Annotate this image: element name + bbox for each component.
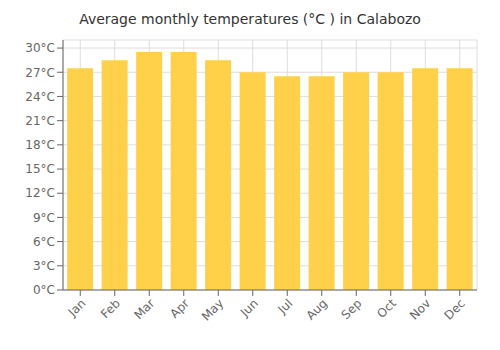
svg-text:24°C: 24°C bbox=[25, 90, 55, 104]
svg-text:Sep: Sep bbox=[338, 296, 364, 322]
svg-text:Jan: Jan bbox=[65, 296, 89, 320]
svg-text:27°C: 27°C bbox=[25, 66, 55, 80]
svg-text:Jun: Jun bbox=[237, 296, 261, 320]
svg-text:Oct: Oct bbox=[374, 296, 399, 321]
svg-text:Dec: Dec bbox=[442, 296, 468, 322]
svg-text:30°C: 30°C bbox=[25, 41, 55, 55]
svg-text:Jul: Jul bbox=[275, 296, 296, 317]
svg-text:Mar: Mar bbox=[131, 296, 157, 322]
svg-text:3°C: 3°C bbox=[33, 259, 55, 273]
svg-text:Apr: Apr bbox=[167, 296, 192, 321]
svg-text:May: May bbox=[199, 296, 226, 323]
svg-text:15°C: 15°C bbox=[25, 162, 55, 176]
svg-text:0°C: 0°C bbox=[33, 283, 55, 297]
svg-text:Nov: Nov bbox=[407, 296, 433, 322]
svg-text:Feb: Feb bbox=[98, 296, 123, 321]
svg-text:12°C: 12°C bbox=[25, 186, 55, 200]
html-text:Average monthly temperatures (: Average monthly temperatures (°C ) in Ca… bbox=[79, 11, 421, 27]
svg-text:18°C: 18°C bbox=[25, 138, 55, 152]
svg-text:Aug: Aug bbox=[303, 296, 329, 322]
svg-text:9°C: 9°C bbox=[33, 211, 55, 225]
svg-text:6°C: 6°C bbox=[33, 235, 55, 249]
svg-text:21°C: 21°C bbox=[25, 114, 55, 128]
